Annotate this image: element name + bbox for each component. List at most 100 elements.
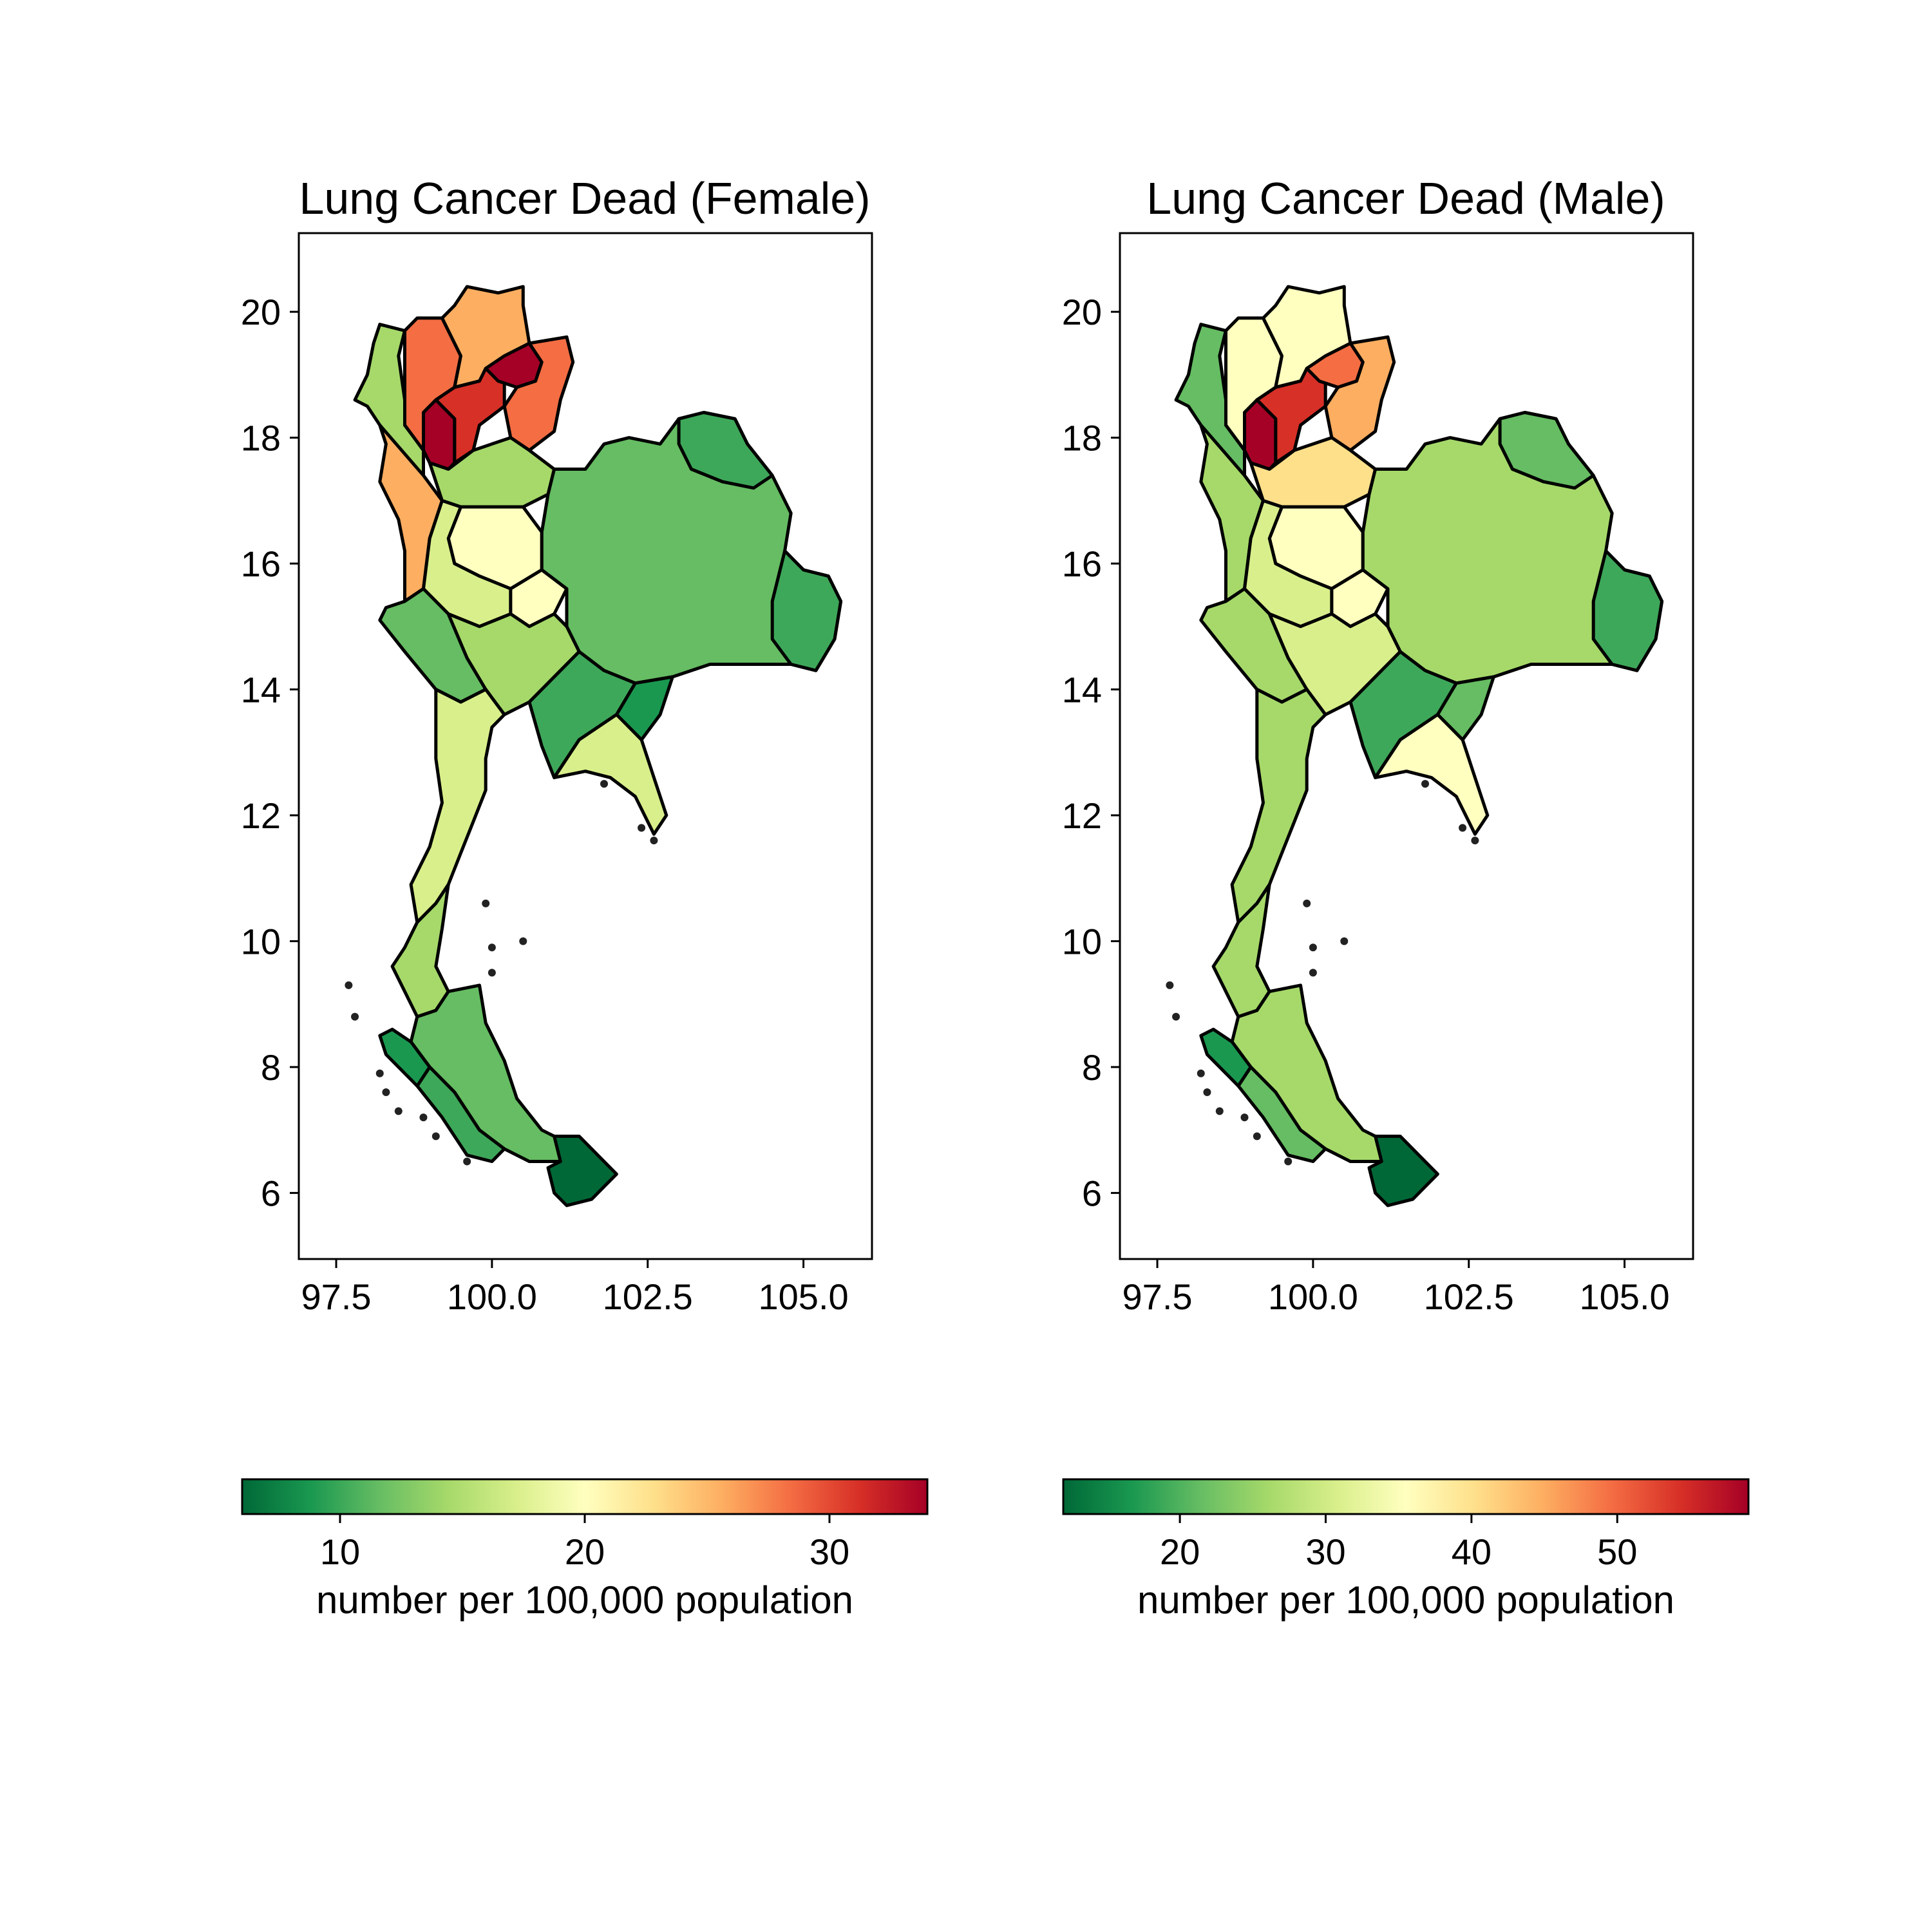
island-dot bbox=[1284, 1157, 1293, 1166]
province-northeast-east bbox=[1591, 549, 1664, 672]
x-tick-label: 105.0 bbox=[759, 1276, 849, 1317]
island-dot bbox=[345, 981, 353, 989]
colorbar-label-male: number per 100,000 population bbox=[1137, 1578, 1674, 1622]
colorbar-female: 10 20 30 number per 100,000 population bbox=[241, 1478, 929, 1622]
province-east-2 bbox=[614, 675, 674, 742]
province-north-east-upper bbox=[1323, 335, 1396, 452]
axes-frame-male bbox=[1119, 232, 1694, 1260]
province-northeast-east bbox=[770, 549, 843, 672]
colorbar-tick-label: 50 bbox=[1597, 1531, 1637, 1572]
island-dot bbox=[1421, 780, 1430, 788]
island-dot bbox=[650, 837, 658, 845]
island-dot bbox=[1253, 1132, 1261, 1141]
island-dot bbox=[1471, 837, 1479, 845]
axes-frame-female bbox=[298, 232, 873, 1260]
y-tick-label: 18 bbox=[1062, 418, 1102, 459]
province-northeast-top bbox=[677, 411, 774, 490]
colorbar-tick-label: 20 bbox=[1160, 1531, 1200, 1572]
colorbar-ticks-female: 10 20 30 bbox=[320, 1514, 849, 1572]
choropleth-male bbox=[1166, 285, 1664, 1208]
island-dot bbox=[1215, 1107, 1224, 1115]
province-north-top bbox=[440, 285, 531, 389]
y-tick-label: 14 bbox=[1062, 670, 1102, 710]
y-tick-label: 18 bbox=[241, 418, 281, 459]
province-north-top bbox=[1262, 285, 1352, 389]
island-dot bbox=[431, 1132, 440, 1141]
island-dot bbox=[1340, 937, 1349, 945]
province-south-2 bbox=[1236, 1065, 1327, 1163]
x-tick-label: 97.5 bbox=[1122, 1276, 1193, 1317]
island-dot bbox=[1240, 1113, 1249, 1122]
island-dot bbox=[1309, 969, 1317, 977]
province-east-2 bbox=[1435, 675, 1495, 742]
island-dot bbox=[482, 899, 490, 907]
province-peninsula-1 bbox=[1230, 688, 1327, 924]
island-dot bbox=[382, 1088, 390, 1097]
island-dot bbox=[351, 1012, 359, 1021]
island-dot bbox=[1459, 824, 1467, 832]
province-south-deep bbox=[546, 1134, 618, 1208]
colorbar-label-female: number per 100,000 population bbox=[316, 1578, 853, 1622]
province-north-east-upper bbox=[502, 335, 575, 452]
y-tick-label: 8 bbox=[1082, 1047, 1102, 1088]
x-tick-label: 100.0 bbox=[1268, 1276, 1358, 1317]
panel-female: Lung Cancer Dead (Female) 97.5 100.0 102.5… bbox=[241, 173, 873, 1317]
y-tick-label: 8 bbox=[261, 1047, 281, 1088]
panel-male: Lung Cancer Dead (Male) 97.5 100.0 102.5 10… bbox=[1062, 173, 1694, 1317]
island-dot bbox=[1203, 1088, 1211, 1097]
province-east-coast bbox=[1374, 713, 1490, 836]
y-tick-label: 12 bbox=[1062, 795, 1102, 836]
y-tick-label: 16 bbox=[1062, 544, 1102, 584]
province-south-phang-nga bbox=[378, 1027, 431, 1088]
province-lower-north-1 bbox=[428, 436, 556, 509]
colorbar-tick-label: 40 bbox=[1452, 1531, 1492, 1572]
colorbar-male: 20 30 40 50 number per 100,000 population bbox=[1062, 1478, 1750, 1622]
island-dot bbox=[638, 824, 646, 832]
x-tick-label: 100.0 bbox=[447, 1276, 537, 1317]
island-dot bbox=[1197, 1069, 1205, 1077]
colorbar-gradient-male bbox=[1062, 1478, 1750, 1515]
choropleth-female bbox=[345, 285, 843, 1208]
province-south-phang-nga bbox=[1199, 1027, 1253, 1088]
province-east-coast bbox=[553, 713, 668, 836]
province-south-deep bbox=[1367, 1134, 1439, 1208]
island-dot bbox=[488, 969, 496, 977]
island-dot bbox=[1166, 981, 1174, 989]
y-tick-label: 14 bbox=[241, 670, 281, 710]
island-dot bbox=[375, 1069, 384, 1077]
island-dot bbox=[1309, 943, 1317, 952]
island-dot bbox=[488, 943, 496, 952]
axis-ticks-female: 97.5 100.0 102.5 105.0 20 18 16 14 12 10 8 6 bbox=[241, 292, 849, 1317]
province-peninsula-1 bbox=[409, 688, 506, 924]
y-tick-label: 6 bbox=[261, 1173, 281, 1213]
map-title-female: Lung Cancer Dead (Female) bbox=[299, 173, 870, 223]
colorbar-gradient-female bbox=[241, 1478, 929, 1515]
colorbar-tick-label: 10 bbox=[320, 1531, 360, 1572]
x-tick-label: 105.0 bbox=[1580, 1276, 1670, 1317]
x-tick-label: 97.5 bbox=[301, 1276, 372, 1317]
y-tick-label: 20 bbox=[241, 292, 281, 332]
y-tick-label: 10 bbox=[241, 921, 281, 961]
y-tick-label: 6 bbox=[1082, 1173, 1102, 1213]
province-south-1 bbox=[1230, 983, 1396, 1163]
province-south-2 bbox=[415, 1065, 506, 1163]
y-tick-label: 10 bbox=[1062, 921, 1102, 961]
colorbar-tick-label: 30 bbox=[810, 1531, 849, 1572]
island-dot bbox=[419, 1113, 428, 1122]
island-dot bbox=[1172, 1012, 1180, 1021]
x-tick-label: 102.5 bbox=[603, 1276, 693, 1317]
x-tick-label: 102.5 bbox=[1424, 1276, 1514, 1317]
island-dot bbox=[519, 937, 527, 945]
y-tick-label: 12 bbox=[241, 795, 281, 836]
island-dot bbox=[394, 1107, 402, 1115]
province-northeast-top bbox=[1498, 411, 1595, 490]
colorbar-tick-label: 20 bbox=[565, 1531, 605, 1572]
colorbar-ticks-male: 20 30 40 50 bbox=[1160, 1514, 1637, 1572]
colorbar-tick-label: 30 bbox=[1305, 1531, 1345, 1572]
province-lower-north-1 bbox=[1249, 436, 1378, 509]
map-title-male: Lung Cancer Dead (Male) bbox=[1146, 173, 1665, 223]
axis-ticks-male: 97.5 100.0 102.5 105.0 20 18 16 14 12 10 8 6 bbox=[1062, 292, 1670, 1317]
island-dot bbox=[463, 1157, 471, 1166]
province-south-1 bbox=[409, 983, 575, 1163]
